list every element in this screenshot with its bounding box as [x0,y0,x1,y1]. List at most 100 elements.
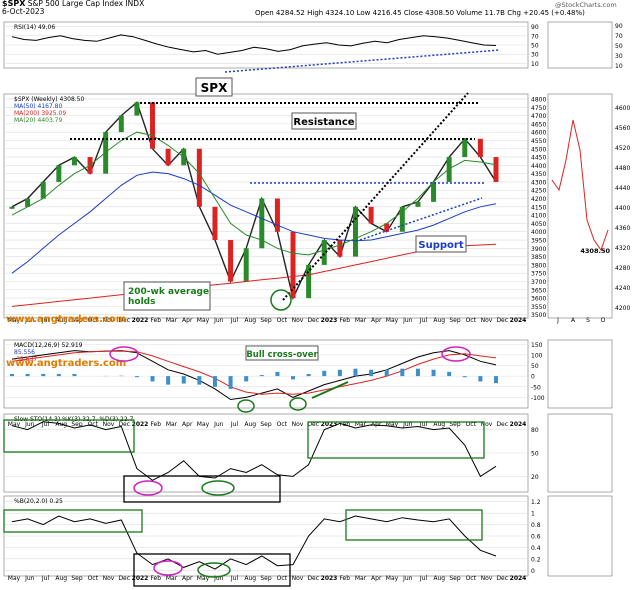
x-axis-label: Nov [103,421,115,428]
price-tick-label: 4650 [531,121,546,128]
macd-histogram-bar [306,374,311,377]
resistance-box [291,112,357,130]
price-tick-label: 3550 [531,304,546,311]
x-axis-label: Oct [277,317,288,324]
x-axis-label: May [8,421,21,428]
x-axis-label: Oct [466,575,477,582]
x-axis-label: Jun [402,317,413,324]
x-axis-label: Jul [230,317,239,324]
x-axis-label: Oct [88,575,99,582]
price-tick-label: 3600 [531,296,546,303]
macd-histogram-bar [228,376,233,389]
x-axis-label: Jun [213,317,224,324]
price-tick-label: 4500 [531,146,546,153]
x-axis-label: Apr [182,317,193,324]
price-candle [431,181,437,202]
price-candle [352,206,358,257]
price-candle [134,102,140,116]
price-legend-entry: $SPX (Weekly) 4308.50 [14,96,85,103]
ohlc-readout: Open 4284.52 High 4324.10 Low 4216.45 Cl… [255,9,585,17]
price-legend-entry: MA(20) 4403.79 [14,117,62,124]
side-price-tick: 4200 [615,305,630,312]
macd-histogram-bar [384,369,389,377]
price-tick-label: 4050 [531,221,546,228]
side-rsi-tick: 90 [615,23,623,30]
macd-histogram-bar [478,376,483,382]
x-axis-label: Dec [307,317,319,324]
sto-ellipse-2 [201,480,235,496]
price-tick-label: 4100 [531,213,546,220]
price-candle [337,240,343,257]
x-axis-label: Nov [103,317,115,324]
x-axis-label: Jun [213,421,224,428]
macd-histogram-bar [181,376,186,384]
macd-histogram-bar [166,376,171,385]
x-axis-label: May [386,575,399,582]
price-tick-label: 3700 [531,279,546,286]
spx-box [195,77,233,97]
x-axis-label: Nov [103,575,115,582]
site-label: www.angtraders.com [6,314,126,325]
macd-histogram-bar [275,371,280,377]
x-axis-label: Oct [277,421,288,428]
rsi-tick-label: 90 [531,24,539,31]
price-tick-label: 3750 [531,271,546,278]
x-axis-label: Jul [419,421,428,428]
x-axis-label: Mar [355,317,367,324]
macd-histogram-bar [134,376,139,378]
sto-tick-label: 80 [531,427,539,434]
sto-tick-label: 50 [531,451,539,458]
rsi-tick-label: 50 [531,43,539,50]
x-axis-label: Jun [24,317,35,324]
x-axis-label: Jun [213,575,224,582]
x-axis-label: Aug [244,575,256,582]
sto-ellipse-1 [133,480,163,496]
x-axis-label: Dec [496,317,508,324]
macd-series-line [11,350,497,395]
rsi-legend-entry: RSI(14) 49.06 [14,24,55,31]
price-series-line [11,171,497,274]
side-price-tick: 4400 [615,205,630,212]
macd-histogram-bar [259,375,264,377]
bull-arrow [311,381,349,399]
x-axis-label: May [197,421,210,428]
price-candle [290,231,296,299]
macd-top-ellipse-2 [441,346,471,362]
price-candle [196,148,202,207]
pctb-tick-label: 0.2 [531,556,541,563]
chart-header: $SPX S&P 500 Large Cap Index INDX 6-Oct-… [2,0,144,16]
x-axis-label: Oct [466,317,477,324]
price-candle [321,240,327,265]
x-axis-label: Aug [244,421,256,428]
side-price-line [551,119,609,252]
pctb-tick-label: 0.8 [531,522,541,529]
x-axis-label: 2022 [132,317,149,324]
pctb-box-1 [3,509,143,533]
x-axis-label: Jun [24,575,35,582]
macd-tick-label: 150 [531,342,543,349]
symbol-label: $SPX [2,0,26,8]
rsi-side-frame [547,21,613,69]
price-candle [56,165,62,182]
pctb-tick-label: 0 [531,568,535,575]
side-month-label: A [571,317,576,324]
macd-histogram-bar [322,370,327,377]
rsi-tick-label: 10 [531,61,539,68]
x-axis-label: May [197,575,210,582]
macd-histogram-bar [10,374,14,377]
price-candle [368,206,374,224]
x-axis-label: Dec [118,575,130,582]
side-price-tick: 4240 [615,285,630,292]
x-axis-label: Feb [339,575,350,582]
x-axis-label: Mar [166,317,178,324]
x-axis-label: Feb [150,317,161,324]
x-axis-label: Mar [166,575,178,582]
macd-tick-label: 100 [531,352,543,359]
x-axis-label: Nov [481,317,493,324]
macd-histogram-bar [25,374,30,377]
macd-tick-label: -50 [531,384,541,391]
price-candle [415,201,421,207]
pctb-ellipse-1 [153,560,183,576]
x-axis-label: Dec [118,317,130,324]
x-axis-label: Aug [55,575,67,582]
